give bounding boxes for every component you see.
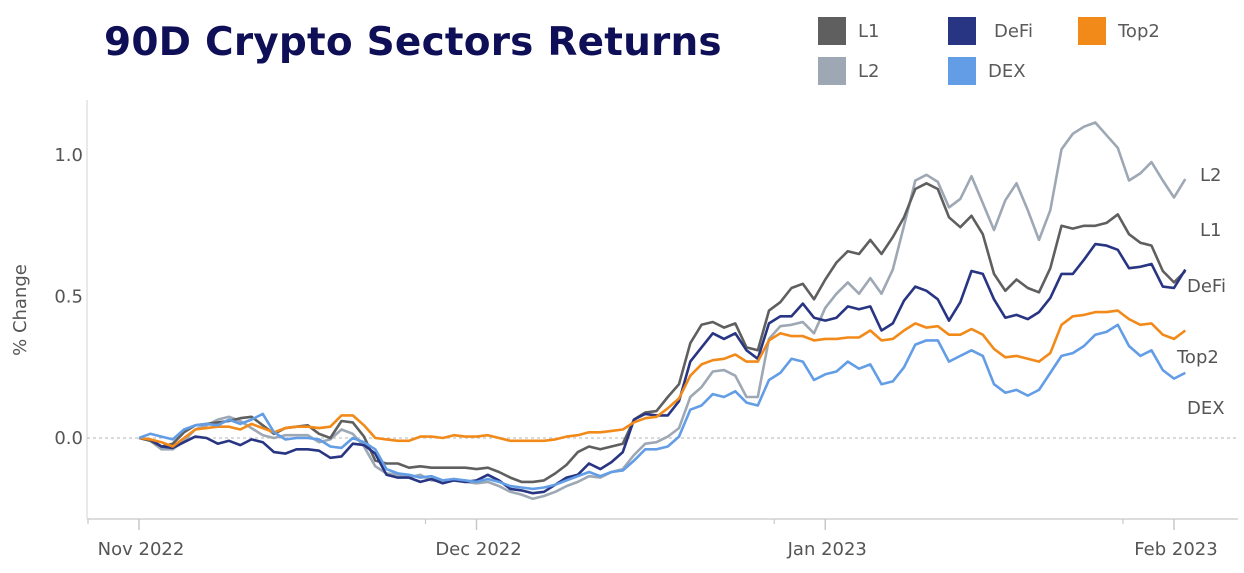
end-label-top2: Top2: [1176, 347, 1219, 368]
y-tick-label: 1.0: [54, 145, 83, 166]
legend-swatch-defi: [948, 17, 976, 45]
end-label-l1: L1: [1200, 220, 1221, 241]
legend-swatch-top2: [1078, 17, 1106, 45]
legend-swatch-l1: [818, 17, 846, 45]
legend-label-dex: DEX: [988, 60, 1026, 82]
x-tick-label: Dec 2022: [435, 539, 521, 560]
chart-title: 90D Crypto Sectors Returns: [104, 20, 722, 65]
legend-label-l2: L2: [858, 60, 880, 82]
y-tick-label: 0.0: [54, 428, 83, 449]
legend-label-l1: L1: [858, 20, 880, 42]
legend-item-top2[interactable]: Top2: [1078, 17, 1160, 45]
y-axis-label: % Change: [10, 264, 31, 356]
x-tick-label: Nov 2022: [98, 539, 185, 560]
legend-label-top2: Top2: [1118, 20, 1160, 42]
series-line-dex: [138, 323, 1186, 491]
end-label-dex: DEX: [1187, 398, 1225, 419]
end-label-l2: L2: [1200, 165, 1221, 186]
legend-swatch-dex: [948, 57, 976, 85]
legend-item-defi[interactable]: DeFi: [948, 17, 1033, 45]
y-tick-label: 0.5: [54, 287, 83, 308]
end-label-defi: DeFi: [1187, 276, 1226, 297]
legend-swatch-l2: [818, 57, 846, 85]
series-line-top2: [138, 309, 1187, 448]
legend-item-dex[interactable]: DEX: [948, 57, 1026, 85]
series-line-l2: [138, 121, 1187, 501]
legend-item-l2[interactable]: L2: [818, 57, 879, 85]
series-line-defi: [138, 242, 1187, 495]
legend-label-defi: DeFi: [994, 20, 1033, 42]
x-tick-label: Jan 2023: [787, 539, 867, 560]
legend-item-l1[interactable]: L1: [818, 17, 879, 45]
x-tick-label: Feb 2023: [1134, 539, 1217, 560]
series-line-l1: [138, 182, 1187, 484]
